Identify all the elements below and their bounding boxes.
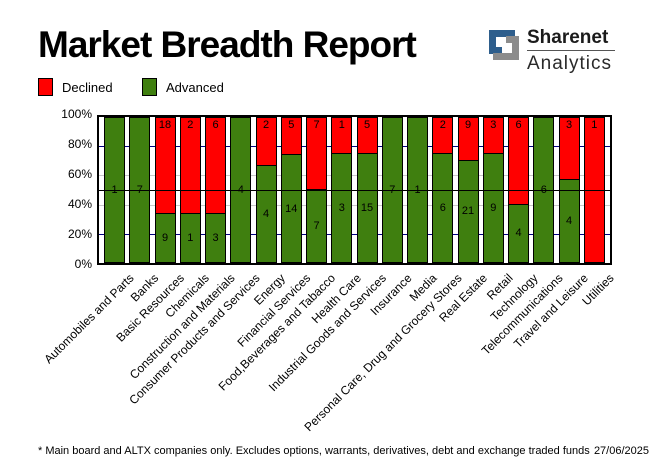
declined-segment: 9 — [457, 117, 479, 161]
segment-value-label: 4 — [262, 207, 270, 220]
y-axis-tick-label: 0% — [74, 257, 92, 271]
gridline — [99, 233, 610, 235]
bar-real-estate: 9 21 — [457, 117, 479, 263]
advanced-segment: 6 — [432, 153, 454, 263]
y-axis-tick-label: 100% — [61, 107, 92, 121]
fifty-percent-line — [99, 190, 610, 191]
declined-segment: 3 — [558, 117, 580, 180]
segment-value-label: 2 — [187, 119, 194, 131]
segment-value-label: 1 — [591, 119, 598, 131]
y-axis-tick-label: 60% — [67, 167, 92, 181]
advanced-segment: 15 — [356, 153, 378, 263]
legend-label: Declined — [62, 79, 113, 95]
y-axis-tick-label: 80% — [67, 137, 92, 151]
y-axis-tick-label: 20% — [67, 227, 92, 241]
gridline — [99, 146, 610, 148]
segment-value-label: 1 — [187, 232, 194, 245]
page-title: Market Breadth Report — [38, 24, 417, 65]
advanced-segment: 21 — [457, 160, 479, 263]
segment-value-label: 6 — [212, 119, 219, 131]
declined-segment: 6 — [508, 117, 529, 205]
segment-value-label: 3 — [490, 119, 497, 131]
plot-area: 1718921634245147713515712692139646341 — [97, 115, 612, 265]
report-date: 27/06/2025 — [593, 445, 649, 457]
declined-segment: 18 — [154, 117, 176, 215]
advanced-segment: 4 — [255, 165, 277, 263]
segment-value-label: 2 — [262, 119, 270, 131]
legend-label: Advanced — [166, 79, 224, 95]
segment-value-label: 18 — [158, 119, 172, 131]
declined-segment: 5 — [356, 117, 378, 154]
y-axis-tick-label: 40% — [67, 197, 92, 211]
legend-item-advanced: Advanced — [142, 78, 224, 96]
declined-segment: 1 — [331, 117, 353, 154]
segment-value-label: 6 — [439, 201, 446, 214]
brand-logo: Sharenet Analytics — [487, 28, 615, 73]
segment-value-label: 3 — [338, 201, 345, 214]
footnote: * Main board and ALTX companies only. Ex… — [38, 445, 590, 457]
declined-segment: 6 — [205, 117, 226, 215]
advanced-swatch — [142, 78, 157, 96]
advanced-segment: 4 — [508, 204, 529, 263]
segment-value-label: 7 — [313, 119, 320, 131]
legend-item-declined: Declined — [38, 78, 113, 96]
advanced-segment: 3 — [331, 153, 353, 263]
declined-swatch — [38, 78, 53, 96]
segment-value-label: 5 — [363, 119, 371, 131]
declined-segment: 2 — [432, 117, 454, 154]
segment-value-label: 2 — [439, 119, 446, 131]
segment-value-label: 4 — [515, 227, 522, 240]
brand-name: Sharenet — [527, 28, 615, 51]
declined-segment: 2 — [179, 117, 201, 215]
gridline — [99, 175, 610, 177]
segment-value-label: 5 — [288, 119, 295, 131]
declined-segment: 2 — [255, 117, 277, 166]
segment-value-label: 6 — [515, 119, 522, 131]
segment-value-label: 7 — [313, 220, 320, 232]
bar-industrial-goods-and-services: 5 15 — [356, 117, 378, 263]
advanced-segment: 3 — [205, 214, 226, 263]
advanced-segment: 14 — [280, 155, 302, 263]
segment-value-label: 21 — [461, 205, 475, 218]
brand-sub-name: Analytics — [527, 53, 613, 74]
declined-segment: 7 — [306, 117, 327, 190]
declined-segment: 3 — [482, 117, 504, 154]
advanced-segment: 9 — [154, 214, 176, 263]
segment-value-label: 3 — [565, 119, 573, 131]
segment-value-label: 1 — [338, 119, 345, 131]
x-axis-label: Automobiles and Parts — [41, 271, 137, 367]
segment-value-label: 9 — [161, 232, 169, 245]
segment-value-label: 9 — [490, 201, 497, 214]
segment-value-label: 9 — [464, 119, 472, 131]
bar-basic-resources: 18 9 — [154, 117, 176, 263]
advanced-segment: 4 — [558, 179, 580, 263]
segment-value-label: 3 — [212, 232, 219, 245]
segment-value-label: 15 — [360, 201, 374, 214]
segment-value-label: 4 — [565, 214, 573, 227]
bar-financial-services: 5 14 — [280, 117, 302, 263]
segment-value-label: 14 — [285, 202, 298, 215]
advanced-segment: 7 — [306, 190, 327, 263]
advanced-segment: 9 — [482, 153, 504, 263]
declined-segment: 5 — [280, 117, 302, 156]
advanced-segment: 1 — [179, 214, 201, 263]
sharenet-s-icon — [489, 30, 519, 60]
gridline — [99, 204, 610, 206]
